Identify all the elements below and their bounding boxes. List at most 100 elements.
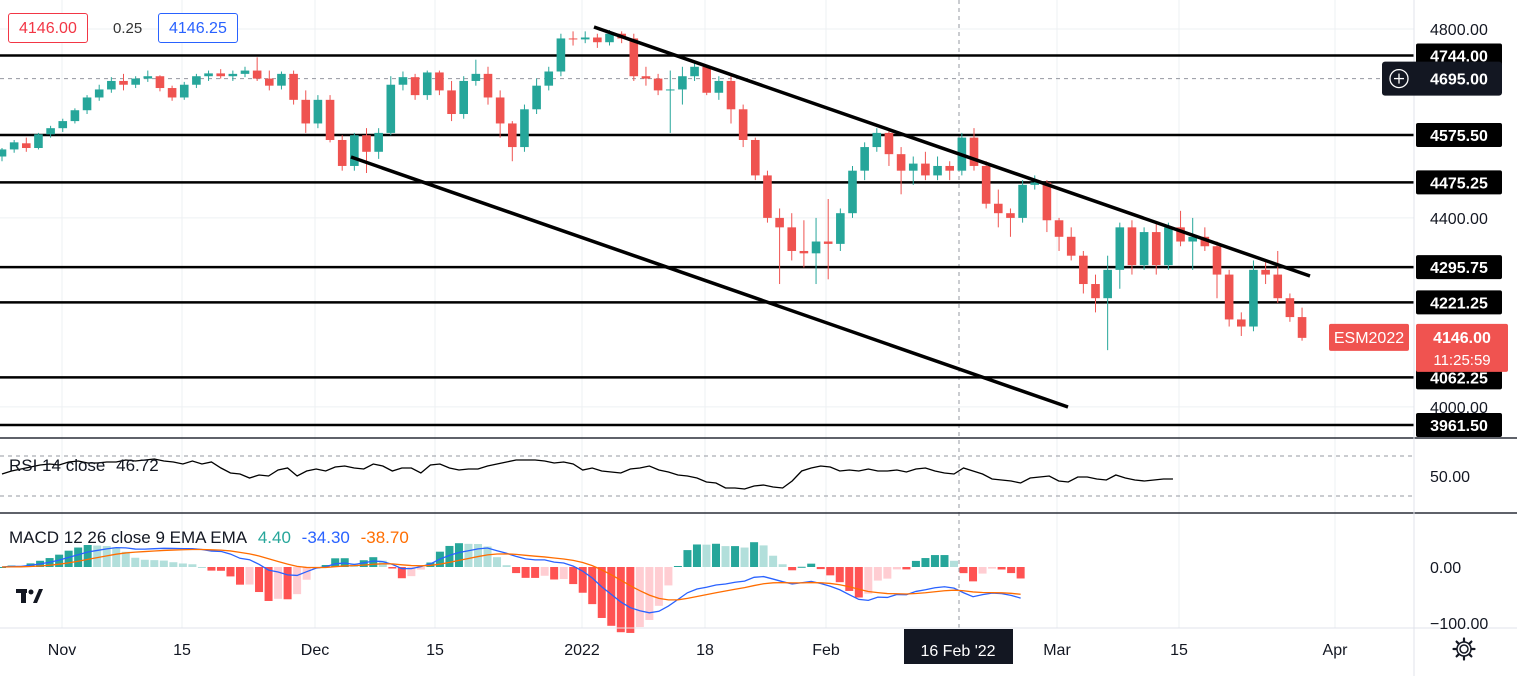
candle-body — [908, 163, 918, 171]
macd-histogram-bar — [892, 567, 901, 570]
candle-body — [398, 77, 408, 85]
candle — [289, 70, 298, 105]
time-tick-label: 18 — [696, 642, 714, 659]
macd-histogram-bar — [1007, 567, 1016, 574]
candle — [398, 71, 408, 91]
level-tag-text: 4221.25 — [1430, 295, 1488, 312]
candle-body — [155, 76, 165, 89]
candle — [179, 81, 189, 100]
macd-legend[interactable]: MACD 12 26 close 9 EMA EMA 4.40 -34.30 -… — [9, 528, 415, 548]
macd-histogram-bar — [150, 560, 159, 567]
candle-body — [1006, 213, 1015, 218]
macd-histogram-bar — [464, 543, 473, 567]
candle-body — [848, 170, 857, 214]
candle — [459, 76, 468, 119]
macd-histogram-bar — [102, 546, 111, 567]
macd-histogram-bar — [207, 567, 216, 571]
crosshair-tag-bg — [1382, 61, 1502, 96]
macd-histogram-bar — [274, 567, 283, 599]
candle — [155, 75, 165, 92]
candle — [702, 65, 711, 96]
candle-body — [641, 76, 651, 79]
candle — [908, 156, 918, 185]
macd-histogram-bar — [112, 547, 121, 567]
macd-histogram-bar — [835, 567, 844, 583]
rsi-title: RSI 14 close — [9, 456, 106, 475]
candle — [1127, 220, 1137, 275]
macd-histogram-bar — [988, 567, 997, 569]
candle — [265, 70, 274, 91]
candle-body — [277, 73, 286, 86]
candle-body — [872, 132, 882, 148]
candle — [337, 135, 347, 171]
level-tag-bg — [1416, 123, 1502, 148]
macd-histogram-bar — [826, 567, 835, 576]
candle — [872, 128, 882, 152]
tradingview-logo[interactable] — [6, 576, 52, 614]
candle — [921, 151, 930, 181]
candle-body — [337, 139, 347, 166]
candle-body — [1091, 284, 1100, 299]
macd-histogram-bar — [55, 554, 64, 567]
crosshair-price-tag: 4695.00 — [1382, 61, 1502, 96]
candle-body — [82, 97, 92, 111]
candle — [58, 118, 68, 132]
rsi-pane — [0, 455, 1414, 497]
candle — [1237, 312, 1246, 336]
candle — [1006, 208, 1015, 237]
macd-histogram-bar — [302, 567, 311, 580]
bid-price-box[interactable]: 4146.00 — [8, 13, 88, 43]
macd-histogram-bar — [759, 545, 768, 567]
settings-gear-icon[interactable] — [1452, 637, 1476, 661]
macd-histogram-bar — [797, 566, 806, 568]
macd-histogram-bar — [140, 559, 149, 567]
candle — [495, 90, 505, 138]
macd-value: -34.30 — [301, 528, 350, 547]
rsi-value: 46.72 — [116, 456, 159, 475]
trendlines[interactable] — [350, 25, 1311, 409]
time-tick-label: 15 — [1170, 642, 1188, 659]
candle-body — [143, 76, 153, 79]
candle-body — [520, 109, 529, 148]
candle — [981, 161, 991, 209]
candle-body — [422, 72, 432, 96]
level-price-tag: 4475.25 — [1416, 170, 1502, 195]
candle-body — [447, 90, 456, 115]
signal-value: -38.70 — [360, 528, 409, 547]
candle-body — [836, 213, 845, 244]
macd-histogram-bar — [540, 567, 549, 576]
level-tag-bg — [1416, 290, 1502, 315]
macd-histogram-bar — [569, 567, 578, 585]
candle — [410, 73, 420, 100]
candle-body — [131, 78, 140, 85]
candle-body — [556, 38, 566, 72]
macd-histogram-bar — [673, 565, 682, 567]
date-tag-text: 16 Feb '22 — [920, 643, 995, 660]
rsi-legend[interactable]: RSI 14 close 46.72 — [9, 456, 165, 476]
candle-body — [34, 134, 43, 149]
macd-histogram-bar — [721, 546, 730, 567]
candle-body — [1261, 269, 1270, 275]
macd-histogram-bar — [616, 567, 625, 633]
candle — [1103, 255, 1112, 351]
candle-body — [459, 80, 468, 115]
symbol-price-tag[interactable]: ESM2022 4146.00 11:25:59 — [1329, 323, 1508, 372]
macd-histogram-bar — [597, 567, 606, 618]
candle — [508, 121, 517, 162]
candle-body — [1079, 255, 1088, 285]
price-tick-label: 4000.00 — [1430, 400, 1488, 417]
candle-body — [9, 142, 19, 150]
upper-trendline[interactable] — [593, 25, 1311, 278]
ask-price-box[interactable]: 4146.25 — [158, 13, 238, 43]
macd-histogram-bar — [474, 543, 482, 567]
macd-histogram-bar — [255, 567, 264, 593]
lower-trendline[interactable] — [350, 155, 1069, 409]
plus-circle-icon — [1389, 68, 1409, 89]
level-tag-text: 4295.75 — [1430, 260, 1488, 277]
candle — [580, 31, 590, 44]
candle-body — [70, 110, 80, 122]
candle — [775, 208, 784, 285]
macd-histogram-bar — [131, 557, 140, 567]
time-tick-label: Feb — [812, 642, 840, 659]
